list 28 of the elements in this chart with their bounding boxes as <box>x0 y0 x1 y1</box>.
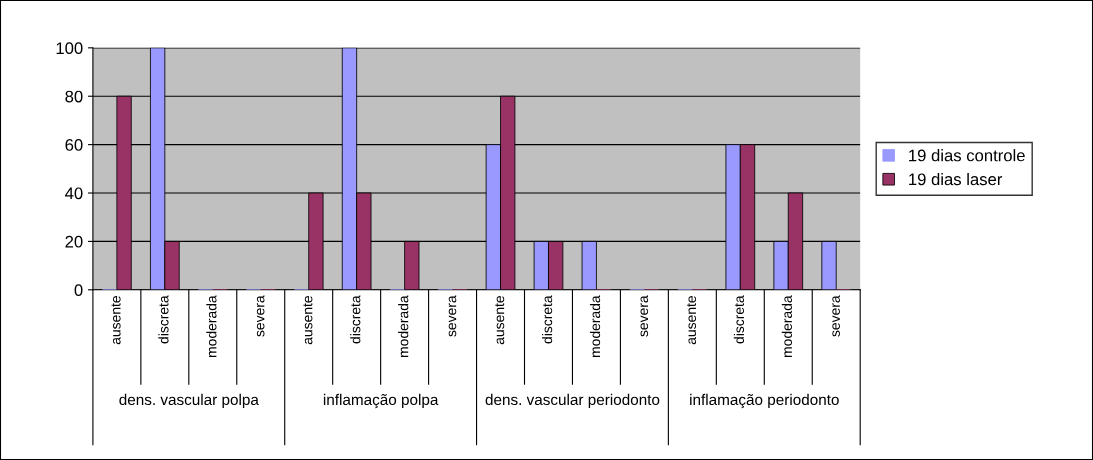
x-tick-label: severa <box>448 295 457 337</box>
text: dens. vascular polpa <box>119 393 259 409</box>
x-tick-label: ausente <box>495 295 505 345</box>
x-tick-label: moderada <box>589 295 601 357</box>
legend-label: 19 dias controle <box>909 149 1025 162</box>
x-tick-label: moderada <box>398 295 409 357</box>
y-tick-label: 80 <box>65 90 83 103</box>
x-tick-label: ausente <box>111 295 121 345</box>
x-tick-label: ausente <box>303 295 313 345</box>
y-tick-label: 40 <box>65 187 83 200</box>
x-tick-label: discreta <box>158 295 169 344</box>
text: inflamação periodonto <box>690 393 839 409</box>
x-tick-label: ausente <box>686 295 697 345</box>
x-tick-label: moderada <box>206 295 217 357</box>
x-tick-label: severa <box>640 295 649 337</box>
x-tick-label: severa <box>256 295 265 337</box>
y-tick-label: 100 <box>56 42 83 55</box>
text: dens. vascular periodonto <box>485 393 660 409</box>
legend-label: 19 dias laser <box>909 172 1003 186</box>
y-tick-label: 20 <box>65 235 83 248</box>
y-tick-label: 60 <box>65 139 83 151</box>
text: inflamação polpa <box>323 393 439 409</box>
x-tick-label: moderada <box>781 295 792 357</box>
x-tick-label: discreta <box>733 295 745 344</box>
x-tick-label: discreta <box>350 295 361 344</box>
x-tick-label: severa <box>832 295 840 337</box>
y-tick-label: 0 <box>74 284 83 296</box>
x-tick-label: discreta <box>542 295 553 344</box>
